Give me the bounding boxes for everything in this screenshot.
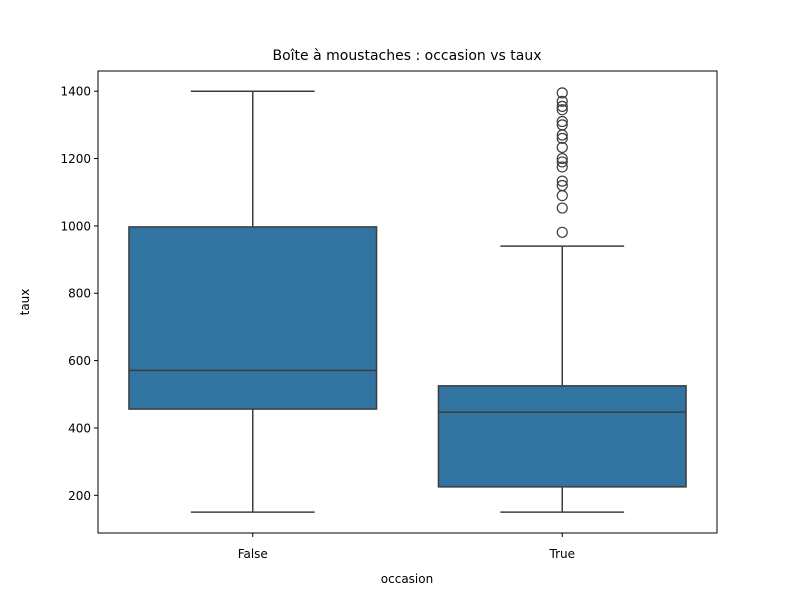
plot-area	[128, 87, 687, 513]
y-tick-label: 1000	[60, 219, 91, 233]
outlier-point	[556, 161, 568, 173]
outlier-point	[556, 175, 568, 187]
y-tick-label: 1400	[60, 85, 91, 99]
outlier-point	[556, 202, 568, 214]
box-group-true	[437, 87, 687, 513]
y-tick-label: 200	[68, 489, 91, 503]
outlier-point	[556, 100, 568, 112]
outlier-point	[556, 87, 568, 99]
outlier-point	[556, 95, 568, 107]
outlier-point	[556, 115, 568, 128]
outlier-point	[556, 152, 568, 165]
outlier-point	[556, 132, 568, 144]
x-axis: False True	[238, 533, 575, 561]
iqr-box	[128, 226, 378, 410]
outlier-point	[556, 189, 568, 202]
outlier-point	[556, 141, 568, 154]
x-axis-label: occasion	[381, 572, 433, 586]
outlier-point	[556, 226, 568, 238]
outlier-point	[556, 156, 568, 168]
plot-frame	[97, 70, 718, 534]
y-tick-label: 600	[68, 354, 91, 368]
y-tick-label: 1200	[60, 152, 91, 166]
y-axis: 200 400 600 800 1000 1200 1400	[60, 85, 98, 503]
y-axis-label: taux	[18, 289, 32, 316]
outlier-point	[556, 104, 568, 116]
y-tick-label: 400	[68, 421, 91, 435]
outlier-point	[556, 119, 568, 131]
outlier-point	[556, 179, 568, 192]
box-group-false	[128, 90, 378, 513]
chart-title: Boîte à moustaches : occasion vs taux	[272, 48, 541, 64]
y-tick-label: 800	[68, 287, 91, 301]
x-tick-label: False	[238, 547, 268, 561]
iqr-box	[437, 385, 687, 488]
x-tick-label: True	[549, 547, 576, 561]
